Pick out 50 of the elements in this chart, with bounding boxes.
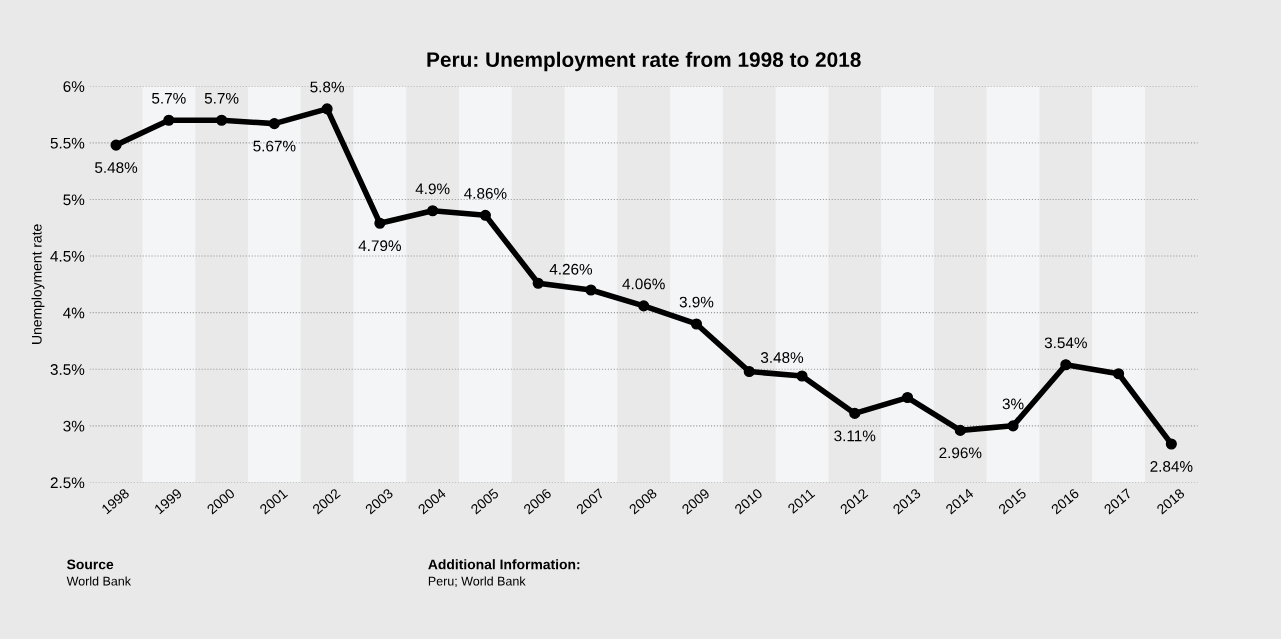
- data-label: 3.9%: [679, 296, 714, 308]
- data-label: 4.86%: [464, 187, 507, 199]
- y-tick-label: 4%: [63, 307, 85, 319]
- y-tick-label: 4.5%: [50, 250, 85, 262]
- data-label: 3%: [1002, 398, 1024, 410]
- y-tick-label: 5.5%: [50, 137, 85, 149]
- point: [1165, 438, 1177, 450]
- data-label: 4.9%: [415, 183, 450, 195]
- data-label: 5.67%: [253, 140, 296, 152]
- data-label: 3.11%: [834, 430, 876, 442]
- point: [1060, 359, 1072, 371]
- point: [216, 114, 228, 126]
- text: Additional Information: Peru; World Bank: [428, 559, 580, 588]
- data-label: 5.8%: [310, 81, 344, 93]
- point: [427, 205, 439, 217]
- point: [796, 370, 808, 382]
- point: [638, 300, 650, 312]
- point: [268, 118, 280, 130]
- y-tick-label: 3%: [63, 420, 85, 432]
- data-label: 4.26%: [549, 263, 593, 275]
- point: [479, 209, 491, 221]
- data-label: 5.7%: [152, 92, 186, 104]
- point: [585, 284, 597, 296]
- data-label: 2.84%: [1150, 461, 1193, 472]
- point: [954, 424, 966, 436]
- point: [163, 114, 175, 126]
- data-label: 3.54%: [1044, 337, 1087, 349]
- point: [374, 217, 386, 229]
- y-tick-label: 2.5%: [50, 477, 85, 489]
- point: [532, 277, 544, 289]
- data-label: 4.06%: [622, 278, 665, 290]
- chart-title: Peru: Unemployment rate from 1998 to 2018: [427, 51, 861, 72]
- data-label: 2.96%: [939, 447, 982, 459]
- y-axis-title: Unemployment rate: [31, 224, 45, 344]
- y-tick-label: 3.5%: [50, 364, 85, 375]
- point: [1113, 368, 1125, 380]
- point: [110, 139, 122, 151]
- point: [743, 365, 755, 378]
- source-note: Source World Bank: [66, 559, 132, 586]
- data-label: 5.7%: [204, 92, 239, 104]
- point: [1007, 420, 1019, 432]
- point: [849, 407, 861, 419]
- data-label: 3.48%: [760, 352, 804, 363]
- point: [690, 318, 703, 330]
- data-label: 4.79%: [358, 240, 401, 252]
- y-tick-label: 5%: [63, 194, 85, 206]
- data-label: 5.48%: [95, 162, 138, 174]
- point: [901, 391, 914, 404]
- point: [321, 103, 333, 115]
- y-tick-label: 6%: [63, 81, 85, 92]
